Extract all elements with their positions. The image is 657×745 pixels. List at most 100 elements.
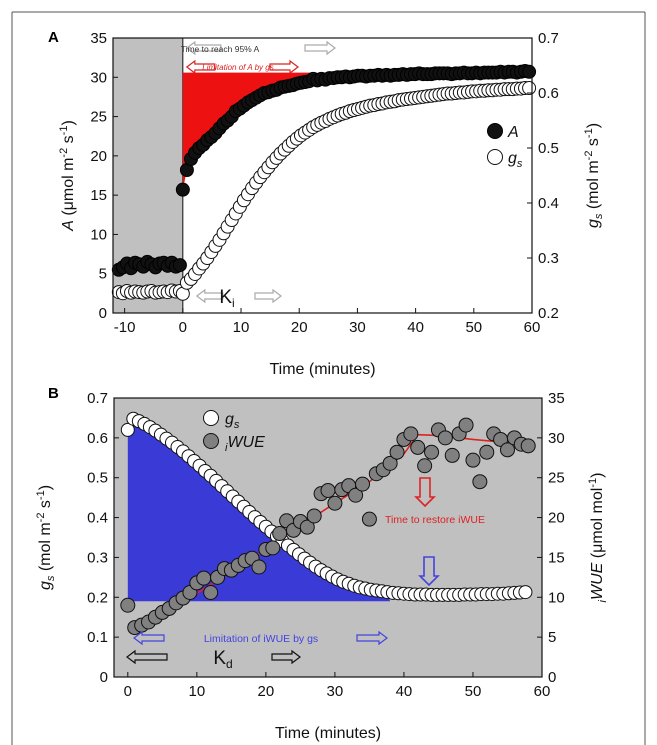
y-left-tick-label-b: 0.6 [87, 430, 108, 447]
iwue-point [382, 455, 398, 471]
y-right-axis-title-a: gs (mol m-2 s-1) [583, 123, 605, 228]
x-tick-label-b: 10 [188, 683, 205, 700]
y-right-tick-label-a: 0.2 [538, 305, 559, 322]
iwue-point [520, 438, 536, 454]
time-to-95-text: Time to reach 95% A [181, 44, 260, 54]
x-tick-label-a: 30 [349, 319, 366, 336]
panel-a: A Time to reach 95% A Limitation of A by … [48, 29, 605, 378]
y-left-tick-label-a: 25 [90, 109, 107, 126]
iwue-point [203, 585, 219, 601]
iwue-point [355, 476, 371, 492]
y-left-end-b: ) [37, 485, 54, 490]
iwue-point [361, 511, 377, 527]
legend-gs-sub: s [517, 158, 523, 170]
gs-point-b [120, 422, 135, 437]
y-right-tick-label-b: 5 [548, 629, 556, 646]
x-tick-label-a: 20 [291, 319, 308, 336]
y-right-tick-label-b: 25 [548, 470, 565, 487]
x-tick-label-b: 30 [327, 683, 344, 700]
gs-point-b [518, 585, 533, 600]
y-left-axis-title-a: A (μmol m-2 s-1) [58, 120, 77, 232]
limitation-a-text: Limitation of A by gs [202, 63, 273, 72]
iwue-point [437, 430, 453, 446]
y-left-tick-label-b: 0.2 [87, 589, 108, 606]
time-to-95-right-arrow [304, 40, 336, 56]
y-left-tick-label-b: 0 [100, 669, 108, 686]
ki-sub: i [232, 296, 235, 310]
y-left-tick-label-a: 10 [90, 226, 107, 243]
legend-gs-marker [487, 149, 503, 165]
iwue-point [320, 482, 336, 498]
y-left-sub-b: s [45, 575, 57, 581]
y-right-end-a: ) [585, 123, 602, 128]
x-tick-label-a: 50 [465, 319, 482, 336]
iwue-point [306, 508, 322, 524]
time-to-restore-text: Time to restore iWUE [385, 514, 485, 526]
panel-a-label: A [48, 29, 59, 46]
iwue-point [251, 559, 267, 575]
panel-b: B Time to restore iWUE Limitation of iWUE… [35, 385, 609, 742]
y-right-tick-label-b: 30 [548, 430, 565, 447]
a-point [172, 258, 187, 273]
y-left-tick-label-b: 0.7 [87, 390, 108, 407]
y-right-tick-label-b: 20 [548, 510, 565, 527]
legend-iwue-presub: i [225, 442, 228, 454]
legend-gs-name-b: g [225, 411, 234, 428]
iwue-point [417, 458, 433, 474]
a-point [522, 64, 537, 79]
y-right-mid-a: s [585, 138, 602, 150]
y-left-tick-label-b: 0.3 [87, 549, 108, 566]
y-right-tick-label-a: 0.6 [538, 85, 559, 102]
x-tick-label-a: -10 [114, 319, 136, 336]
legend-a-marker [487, 123, 503, 139]
legend-iwue-name: WUE [227, 434, 265, 451]
y-left-var-a: A [60, 220, 77, 232]
x-tick-label-b: 20 [258, 683, 275, 700]
iwue-point [444, 447, 460, 463]
x-tick-label-a: 60 [524, 319, 541, 336]
y-right-tick-label-a: 0.7 [538, 30, 559, 47]
x-tick-label-b: 40 [396, 683, 413, 700]
iwue-point [120, 597, 136, 613]
y-right-end-b: ) [589, 473, 606, 478]
y-right-var-a: g [585, 219, 602, 228]
legend-iwue-label: iWUE [225, 434, 265, 454]
x-axis-title-b: Time (minutes) [275, 725, 381, 742]
ki-label: Ki [219, 287, 234, 310]
y-right-sup1-a: -2 [583, 151, 595, 161]
iwue-point [458, 417, 474, 433]
ki-right-arrow [254, 288, 282, 304]
iwue-point [499, 442, 515, 458]
iwue-point [403, 426, 419, 442]
limitation-iwue-label: Limitation of iWUE by gs [204, 633, 318, 645]
plot-frame-b [113, 397, 543, 678]
kd-right-arrow [271, 649, 301, 665]
legend-gs-marker-b [203, 410, 219, 426]
y-left-sup1-b: -2 [35, 513, 47, 523]
limitation-area [182, 72, 318, 190]
y-left-tick-label-b: 0.4 [87, 510, 108, 527]
y-right-axis-title-b: iWUE (μmol mol-1) [587, 473, 609, 603]
iwue-point [196, 570, 212, 586]
panel-b-label: B [48, 385, 59, 402]
y-right-sup2-a: -1 [583, 128, 595, 138]
iwue-steady-arrow [418, 556, 440, 587]
legend-gs-name: g [508, 150, 517, 167]
limitation-a-right-arrow [269, 59, 299, 75]
y-left-rest-b: (mol m [37, 522, 54, 575]
y-left-tick-label-a: 35 [90, 30, 107, 47]
y-right-sup1-b: -1 [587, 478, 599, 488]
y-left-tick-label-a: 0 [99, 305, 107, 322]
limitation-a-left-arrow [185, 59, 216, 75]
y-right-tick-label-b: 0 [548, 669, 556, 686]
kd-left-arrow [126, 649, 168, 665]
y-left-tick-label-a: 5 [99, 266, 107, 283]
y-right-tick-label-a: 0.5 [538, 140, 559, 157]
x-tick-label-b: 0 [124, 683, 132, 700]
y-left-tick-label-b: 0.5 [87, 470, 108, 487]
legend-a-label: A [507, 124, 519, 141]
y-left-end-a: ) [60, 120, 77, 125]
y-right-var-b: WUE [589, 562, 606, 600]
a-point [175, 182, 190, 197]
legend-gs-label: gs [508, 150, 523, 170]
